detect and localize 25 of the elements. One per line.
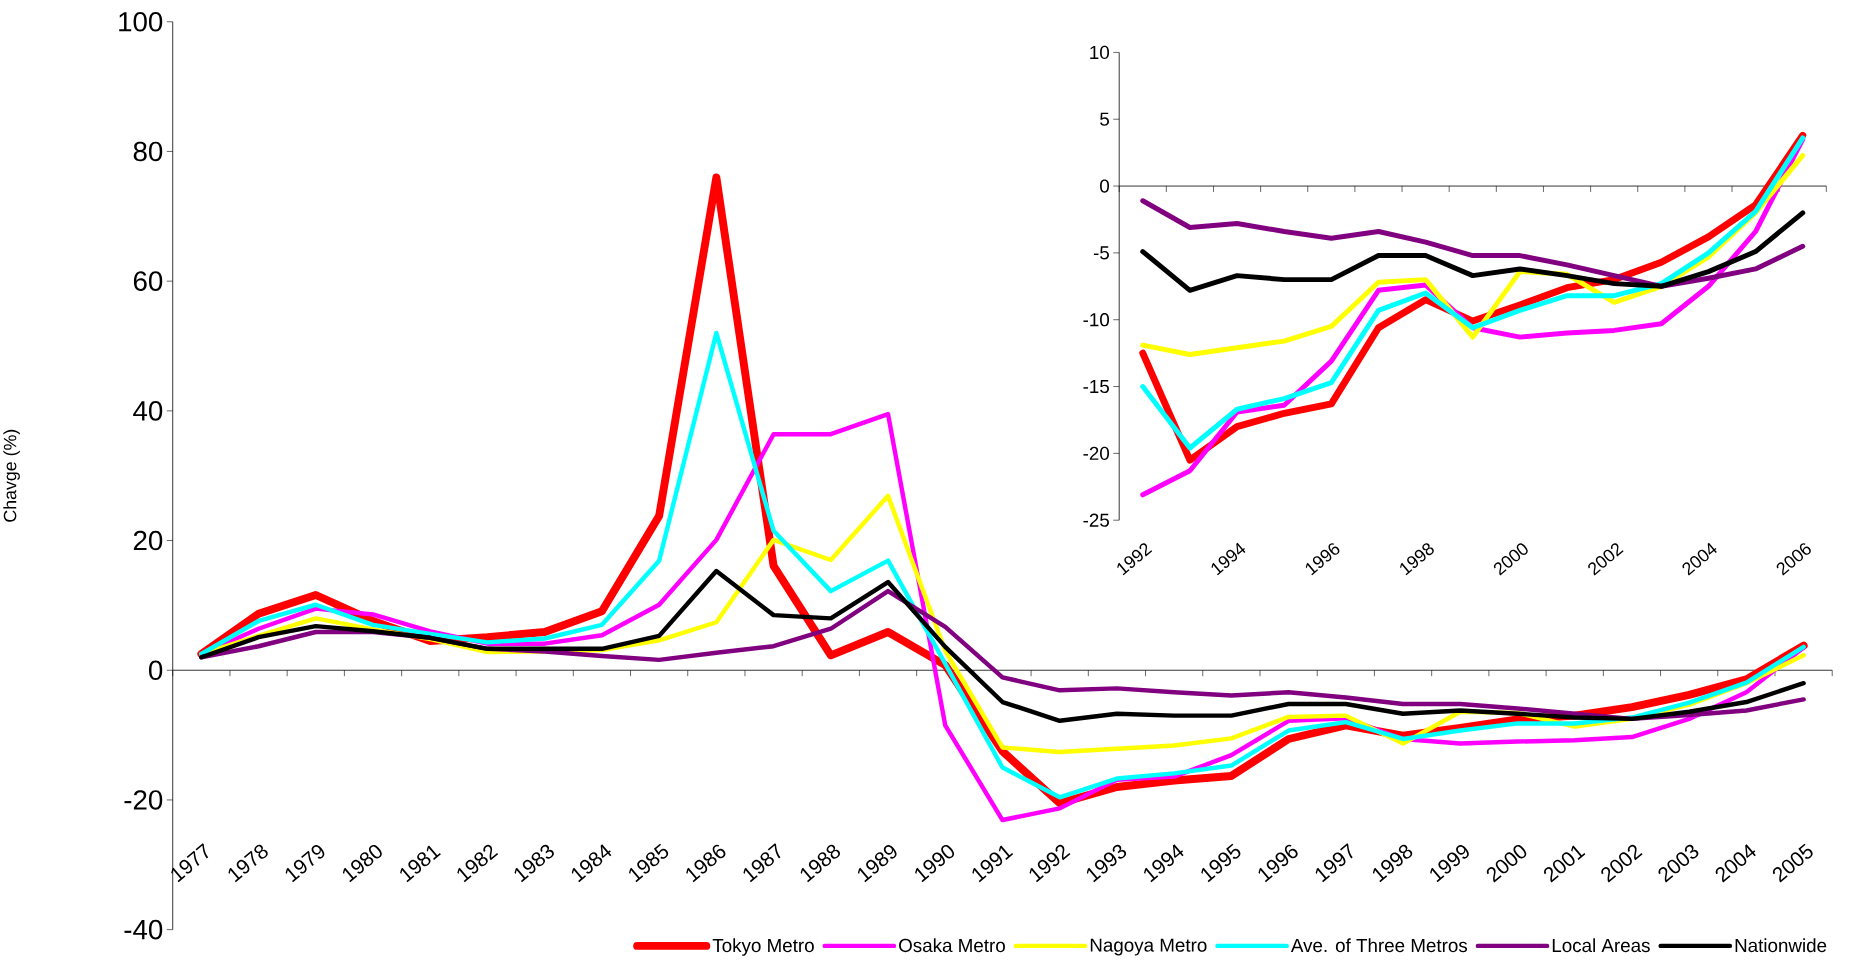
y-tick-label: 20 (133, 530, 163, 551)
y-tick-label: 80 (133, 141, 163, 162)
line-series (1140, 198, 1806, 289)
legend-label: Local Areas (1552, 938, 1650, 953)
y-tick-label: 0 (1100, 179, 1110, 193)
legend-label: Ave. of Three Metros (1290, 938, 1468, 953)
legend-label: Osaka Metro (899, 938, 1005, 953)
y-tick-label: 0 (148, 660, 163, 680)
y-tick-label: -15 (1083, 379, 1109, 393)
y-tick-label: 100 (119, 11, 163, 32)
y-axis-title: Chavge (%) (3, 429, 20, 522)
line-series (1140, 210, 1806, 293)
y-tick-label: -5 (1093, 246, 1109, 260)
legend-label: Nagoya Metro (1090, 938, 1207, 956)
y-tick-label: 10 (1090, 45, 1110, 59)
legend-label: Tokyo Metro (712, 938, 814, 956)
y-tick-label: 60 (133, 271, 163, 291)
legend-label: Nationwide (1735, 938, 1827, 953)
y-tick-label: -25 (1083, 513, 1109, 527)
y-tick-label: -20 (1083, 446, 1110, 460)
y-tick-label: -10 (1083, 312, 1110, 327)
y-tick-label: 5 (1100, 112, 1109, 126)
y-tick-label: -20 (124, 790, 163, 810)
y-tick-label: -40 (124, 919, 163, 940)
y-tick-label: 40 (133, 400, 163, 421)
